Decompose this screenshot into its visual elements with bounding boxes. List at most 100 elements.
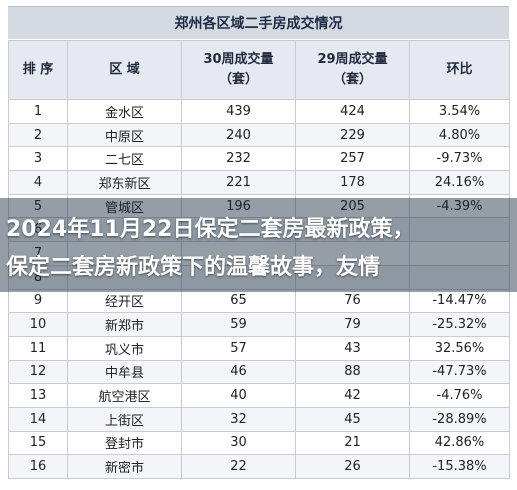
table-cell: 4: [8, 170, 68, 195]
table-cell: 经开区: [67, 288, 182, 314]
table-cell: -9.73%: [409, 146, 510, 172]
headline-line-2[interactable]: 保定二套房新政策下的温馨故事，友情: [6, 255, 381, 280]
column-header-text: 环比: [446, 62, 473, 77]
headline-line-1[interactable]: 2024年11月22日保定二套房最新政策，: [6, 217, 415, 242]
table-cell: [409, 241, 510, 266]
column-header-text: （套）: [332, 72, 372, 87]
table-cell: 登封市: [67, 430, 182, 456]
table-cell: 232: [181, 146, 296, 172]
column-header-text: 29周成交量: [317, 52, 388, 67]
table-title: 郑州各区域二手房成交情况: [8, 6, 509, 39]
table-cell: 42.86%: [409, 430, 510, 456]
table-row: 11 巩义市 57 43 32.56%: [8, 335, 510, 361]
table-cell: 424: [295, 99, 410, 124]
table-row: 9 经开区 65 76 -14.47%: [8, 288, 510, 314]
table-row: 6: [8, 217, 510, 243]
table-cell: 42: [295, 383, 410, 408]
table-row: 5 管城区 196 205 -4.39%: [8, 193, 510, 219]
header-row: 排 序 区 域 30周成交量 （套） 29周成交量 （套） 环比: [8, 40, 510, 100]
column-header: 环比: [409, 40, 510, 100]
table-cell: 4.80%: [409, 122, 510, 148]
table-cell: -28.89%: [409, 406, 510, 432]
table-cell: [181, 241, 296, 266]
table-row: 12 中牟县 46 88 -47.73%: [8, 359, 510, 385]
table-row: 2 中原区 240 229 4.80%: [8, 122, 510, 148]
table-cell: 24.16%: [409, 170, 510, 195]
table-cell: 新密市: [67, 454, 182, 479]
table-cell: 22: [181, 454, 296, 479]
table-cell: 金水区: [67, 99, 182, 124]
table-cell: -47.73%: [409, 359, 510, 385]
table-cell: -4.76%: [409, 383, 510, 408]
table-cell: 13: [8, 383, 68, 408]
column-header-text: （套）: [218, 72, 258, 87]
table-cell: -15.38%: [409, 454, 510, 479]
table-cell: 10: [8, 312, 68, 337]
table-cell: 郑东新区: [67, 170, 182, 195]
column-header: 排 序: [8, 40, 68, 100]
table-cell: 巩义市: [67, 335, 182, 361]
column-header: 29周成交量 （套）: [295, 40, 410, 100]
table-cell: 21: [295, 430, 410, 456]
table-cell: 12: [8, 359, 68, 385]
table-cell: 中牟县: [67, 359, 182, 385]
table-cell: 新郑市: [67, 312, 182, 337]
table-cell: 1: [8, 99, 68, 124]
table-cell: 46: [181, 359, 296, 385]
table-cell: 57: [181, 335, 296, 361]
table-row: 1 金水区 439 424 3.54%: [8, 99, 510, 124]
column-header-text: 区 域: [109, 62, 140, 77]
table-row: 15 登封市 30 21 42.86%: [8, 430, 510, 456]
table-cell: 221: [181, 170, 296, 195]
table-cell: 45: [295, 406, 410, 432]
table-cell: 26: [295, 454, 410, 479]
table-cell: 76: [295, 288, 410, 314]
table-row: 13 航空港区 40 42 -4.76%: [8, 383, 510, 408]
table-cell: [295, 264, 410, 290]
transaction-table: 排 序区 域 30周成交量 （套） 29周成交量 （套） 环比 1 金水区 439 424 3.5…: [8, 40, 510, 479]
table-cell: [67, 264, 182, 290]
table-cell: 6: [8, 217, 68, 243]
table-row: 16 新密市 22 26 -15.38%: [8, 454, 510, 479]
table-body: 1 金水区 439 424 3.54% 2 中原区 240 229 4.80% 3 二七区 232 257…: [8, 99, 510, 479]
table-cell: 8: [8, 264, 68, 290]
table-cell: 229: [295, 122, 410, 148]
table-cell: 439: [181, 99, 296, 124]
column-header: 区 域: [67, 40, 182, 100]
headline-overlay: [0, 198, 517, 292]
table-cell: [409, 264, 510, 290]
table-cell: 59: [181, 312, 296, 337]
table-row: 14 上街区 32 45 -28.89%: [8, 406, 510, 432]
table-row: 3 二七区 232 257 -9.73%: [8, 146, 510, 172]
table-cell: 240: [181, 122, 296, 148]
table-cell: 15: [8, 430, 68, 456]
table-cell: 9: [8, 288, 68, 314]
table-cell: [295, 241, 410, 266]
table-cell: 32: [181, 406, 296, 432]
table-cell: 二七区: [67, 146, 182, 172]
table-cell: 79: [295, 312, 410, 337]
table-cell: 3.54%: [409, 99, 510, 124]
table-row: 8: [8, 264, 510, 290]
table-cell: -4.39%: [409, 193, 510, 219]
table-cell: [67, 241, 182, 266]
table-cell: [181, 264, 296, 290]
table-cell: 14: [8, 406, 68, 432]
table-cell: [295, 217, 410, 243]
column-header: 30周成交量 （套）: [181, 40, 296, 100]
table-cell: 中原区: [67, 122, 182, 148]
table-row: 10 新郑市 59 79 -25.32%: [8, 312, 510, 337]
table-cell: 2: [8, 122, 68, 148]
table-cell: 40: [181, 383, 296, 408]
table-cell: -14.47%: [409, 288, 510, 314]
table-cell: [409, 217, 510, 243]
column-header-text: 30周成交量: [203, 52, 274, 67]
table-cell: 32.56%: [409, 335, 510, 361]
table-cell: 7: [8, 241, 68, 266]
table-cell: 16: [8, 454, 68, 479]
table-cell: 3: [8, 146, 68, 172]
table-cell: 88: [295, 359, 410, 385]
table-cell: 257: [295, 146, 410, 172]
table-row: 7: [8, 241, 510, 266]
